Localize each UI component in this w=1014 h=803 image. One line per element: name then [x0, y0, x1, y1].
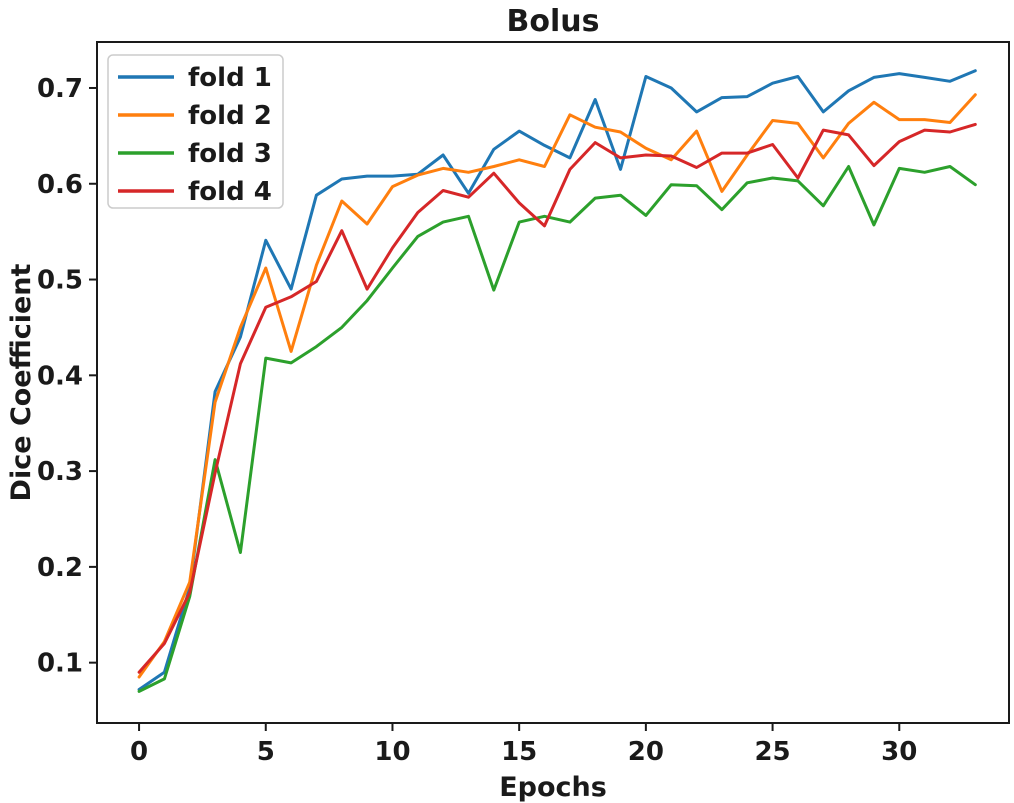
plot-border	[96, 41, 1010, 724]
series-line-fold-1	[137, 69, 977, 691]
chart-title: Bolus	[507, 4, 600, 39]
y-tick-label: 0.3	[37, 457, 83, 487]
x-tick-label: 25	[754, 737, 790, 767]
x-tick-label: 5	[257, 737, 275, 767]
x-tick-label: 30	[881, 737, 917, 767]
y-tick-label: 0.4	[37, 361, 83, 391]
x-tick-label: 20	[628, 737, 664, 767]
legend-label-fold-3: fold 3	[188, 139, 272, 169]
y-tick-label: 0.6	[37, 170, 83, 200]
y-tick-label: 0.2	[37, 553, 83, 583]
legend-box	[107, 54, 284, 209]
legend-label-fold-4: fold 4	[188, 177, 272, 207]
y-tick-label: 0.7	[37, 74, 83, 104]
series-line-fold-4	[137, 122, 977, 674]
series-line-fold-2	[137, 93, 977, 679]
x-tick-label: 15	[501, 737, 537, 767]
series-line-fold-3	[137, 165, 977, 693]
legend-label-fold-2: fold 2	[188, 101, 272, 131]
y-tick-label: 0.5	[37, 266, 83, 296]
y-tick-label: 0.1	[37, 649, 83, 679]
x-axis-label: Epochs	[499, 772, 607, 803]
x-tick-label: 0	[130, 737, 148, 767]
y-axis-label: Dice Coefficient	[6, 263, 37, 501]
x-tick-label: 10	[374, 737, 410, 767]
legend-label-fold-1: fold 1	[188, 63, 272, 93]
